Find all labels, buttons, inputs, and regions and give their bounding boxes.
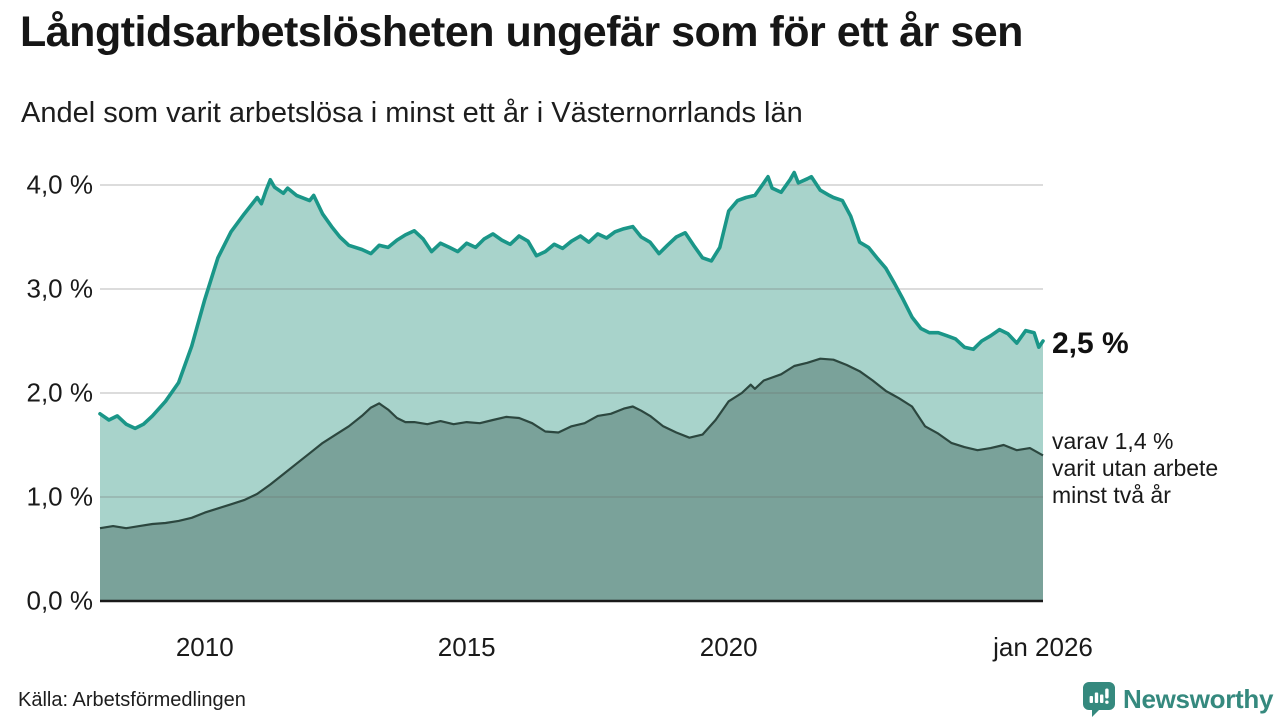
area-fill-unemployed-2yr — [100, 358, 1043, 601]
page-title: Långtidsarbetslösheten ungefär som för e… — [20, 8, 1023, 56]
newsworthy-logo-icon — [1083, 682, 1115, 717]
x-tick-label: 2020 — [699, 632, 758, 662]
latest-value-annotation: 2,5 % — [1052, 327, 1129, 360]
source-caption: Källa: Arbetsförmedlingen — [18, 689, 246, 711]
y-tick-label: 4,0 % — [26, 169, 94, 200]
newsworthy-logo[interactable]: Newsworthy — [1082, 681, 1273, 717]
chart-subtitle: Andel som varit arbetslösa i minst ett å… — [21, 97, 803, 129]
y-tick-label: 2,0 % — [26, 377, 94, 408]
secondary-series-annotation: varav 1,4 % varit utan arbete minst två … — [1052, 428, 1218, 509]
newsworthy-logo-text: Newsworthy — [1123, 683, 1274, 714]
line-unemployed-1yr — [98, 170, 1045, 431]
secondary-annotation-line1: varav 1,4 % — [1052, 428, 1174, 454]
secondary-annotation-line3: minst två år — [1052, 482, 1171, 508]
y-tick-label: 1,0 % — [26, 481, 94, 512]
x-tick-label: jan 2026 — [993, 632, 1093, 662]
y-tick-label: 0,0 % — [26, 585, 94, 616]
y-tick-label: 3,0 % — [26, 273, 94, 304]
secondary-annotation-line2: varit utan arbete — [1052, 455, 1219, 481]
x-tick-label: 2010 — [175, 632, 234, 662]
line-unemployed-2yr — [99, 357, 1044, 530]
x-tick-label: 2015 — [437, 632, 496, 662]
